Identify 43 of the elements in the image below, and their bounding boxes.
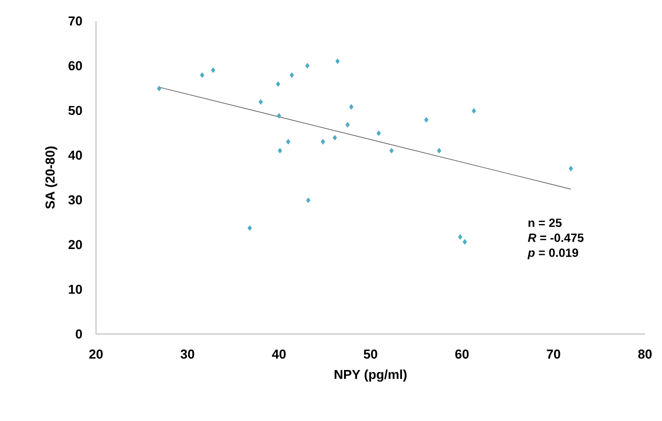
point: [568, 166, 574, 172]
point: [345, 122, 350, 128]
point: [210, 67, 216, 73]
point: [462, 239, 467, 245]
point: [157, 86, 162, 92]
x-tick-label: 40: [272, 350, 286, 359]
y-tick-label: 60: [68, 61, 82, 70]
y-tick-label: 30: [68, 195, 82, 204]
point: [424, 117, 428, 123]
point: [248, 225, 252, 231]
x-tick-label: 60: [455, 350, 469, 359]
point: [305, 62, 310, 69]
point: [332, 134, 337, 140]
x-axis-title: NPY (pg/ml): [334, 370, 407, 382]
x-tick-label: 70: [546, 350, 560, 359]
point: [306, 198, 310, 204]
point: [335, 58, 340, 64]
point: [389, 148, 394, 154]
y-tick-label: 0: [76, 329, 82, 339]
y-tick-label: 10: [68, 284, 82, 294]
annotation: n = 25: [528, 218, 562, 228]
x-tick-label: 20: [89, 350, 103, 359]
y-axis-title: SA (20-80): [45, 146, 58, 209]
point: [436, 148, 442, 154]
point: [349, 104, 354, 110]
point: [458, 234, 462, 240]
point: [290, 72, 294, 78]
point: [276, 81, 280, 87]
point: [276, 113, 282, 119]
x-tick-label: 50: [364, 350, 378, 359]
point: [320, 138, 326, 145]
x-tick-label: 30: [180, 350, 194, 359]
point: [278, 148, 282, 154]
y-tick-label: 70: [68, 16, 82, 26]
point: [258, 99, 263, 105]
y-tick-label: 50: [68, 106, 82, 116]
y-tick-label: 20: [68, 240, 82, 250]
point: [472, 108, 476, 114]
annotation: p = 0.019: [527, 248, 578, 260]
annotation: R = -0.475: [528, 234, 584, 242]
point: [200, 72, 204, 78]
x-tick-label: 80: [638, 350, 652, 359]
y-tick-label: 40: [68, 150, 82, 160]
